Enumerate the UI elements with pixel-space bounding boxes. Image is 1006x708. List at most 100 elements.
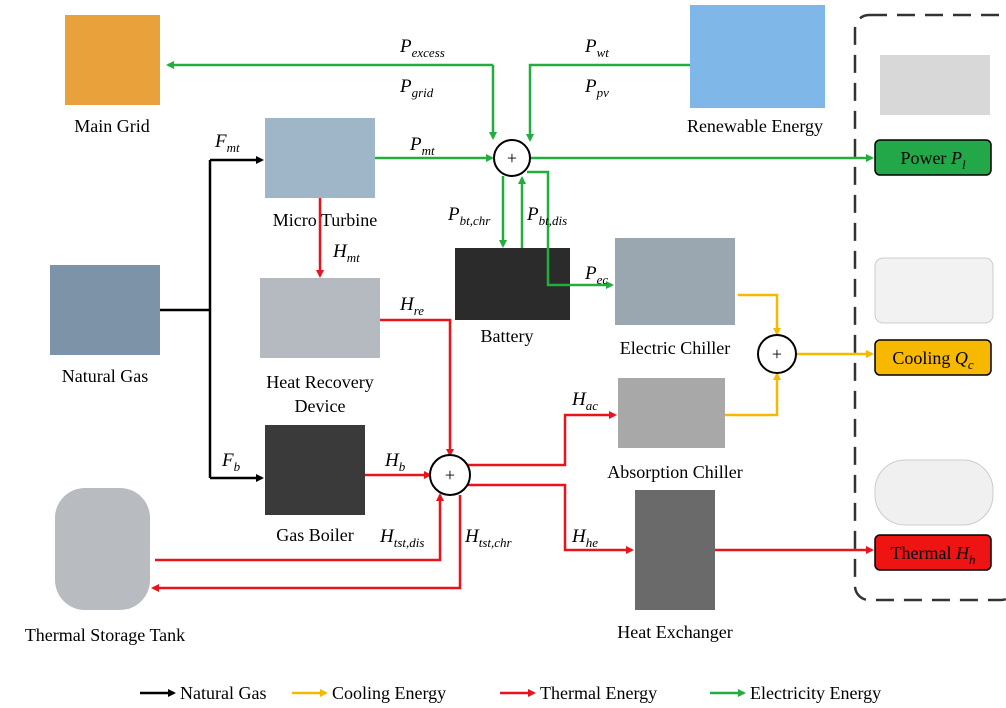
subscript: ec [597, 272, 609, 287]
line [725, 372, 781, 417]
sum-node [493, 139, 531, 177]
micro-turbine-icon [265, 118, 375, 198]
line [151, 495, 462, 592]
flow-label: Pwt [584, 36, 609, 60]
line [466, 483, 634, 554]
label: Natural Gas [62, 366, 148, 386]
sum-node [429, 454, 471, 496]
sum-nodes: + + + [429, 139, 797, 496]
label: Electric Chiller [620, 338, 730, 358]
flow-label: Hhe [571, 526, 598, 550]
symbol: H [955, 543, 970, 563]
thermal-storage-icon [55, 488, 150, 610]
label: Thermal Storage Tank [25, 625, 185, 645]
subscript: bt,chr [460, 213, 492, 228]
icons [50, 5, 994, 610]
component-labels: Main Grid Micro Turbine Renewable Energy… [25, 116, 823, 645]
flow-label: Hb [384, 450, 406, 474]
symbol: H [571, 526, 587, 547]
subscript: bt,dis [539, 213, 568, 228]
symbol: P [584, 76, 597, 97]
subscript: l [962, 157, 966, 172]
symbol: H [384, 450, 400, 471]
load-box [874, 534, 992, 571]
flow-label: Htst,dis [379, 526, 424, 550]
flow-label: Pbt,dis [526, 204, 567, 228]
sum-symbol: + [445, 465, 455, 485]
flow-label: Pgrid [399, 76, 434, 100]
subscript: mt [422, 143, 435, 158]
load-box [853, 13, 1006, 602]
line [466, 411, 617, 467]
sum-symbol: + [772, 344, 782, 364]
subscript: b [399, 459, 406, 474]
load-name: Cooling [892, 348, 950, 368]
subscript: wt [597, 45, 610, 60]
lamp-icon [880, 55, 990, 115]
label: Heat Recovery [266, 372, 373, 392]
flow-label: Hre [399, 294, 424, 318]
symbol: P [447, 204, 460, 225]
subscript: mt [347, 250, 360, 265]
heat-recovery-icon [260, 278, 380, 358]
subscript: tst,chr [479, 535, 513, 550]
flow-label: Ppv [584, 76, 609, 100]
symbol: P [584, 263, 597, 284]
symbol: H [399, 294, 415, 315]
flow-label: Pec [584, 263, 608, 287]
main-grid-icon [65, 15, 160, 105]
legend-label: Thermal Energy [540, 683, 657, 703]
label: Main Grid [74, 116, 150, 136]
subscript: b [234, 459, 241, 474]
subscript: c [968, 357, 974, 372]
symbol: P [950, 148, 962, 168]
symbol: H [332, 241, 348, 262]
flow-label: Hac [571, 389, 598, 413]
line [380, 318, 454, 457]
flow-label: Htst,chr [464, 526, 513, 550]
subscript: he [586, 535, 599, 550]
legend-label: Electricity Energy [750, 683, 881, 703]
flows-lines [151, 61, 874, 592]
symbol: F [214, 131, 227, 152]
load-box [874, 139, 992, 176]
symbol: P [584, 36, 597, 57]
subscript: tst,dis [394, 535, 425, 550]
load-name: Thermal [891, 543, 952, 563]
label: Micro Turbine [273, 210, 378, 230]
line [155, 493, 444, 562]
load-label: Power Pl [900, 148, 966, 172]
label: Device [295, 396, 346, 416]
subscript: mt [227, 140, 240, 155]
flow-label: Fmt [214, 131, 240, 155]
line [527, 170, 614, 289]
heat-exchanger-icon [635, 490, 715, 610]
legend-label: Cooling Energy [332, 683, 446, 703]
symbol: Q [955, 348, 968, 368]
symbol: P [399, 36, 412, 57]
subscript: grid [412, 85, 434, 100]
subscript: pv [596, 85, 610, 100]
subscript: excess [412, 45, 445, 60]
subscript: re [414, 303, 425, 318]
label: Absorption Chiller [607, 462, 743, 482]
natural-gas-icon [50, 265, 160, 355]
symbol: H [464, 526, 480, 547]
label: Battery [481, 326, 534, 346]
line [738, 293, 781, 336]
electric-chiller-icon [615, 238, 735, 325]
sum-node [757, 334, 797, 374]
load-name: Power [900, 148, 946, 168]
ac-icon [874, 257, 994, 324]
load-box [874, 339, 992, 376]
symbol: H [571, 389, 587, 410]
flow-label: Pmt [409, 134, 435, 158]
symbol: P [409, 134, 422, 155]
line [526, 63, 690, 142]
label: Renewable Energy [687, 116, 823, 136]
label: Heat Exchanger [617, 622, 732, 642]
symbol: H [379, 526, 395, 547]
load-label: Thermal Hh [891, 543, 976, 567]
